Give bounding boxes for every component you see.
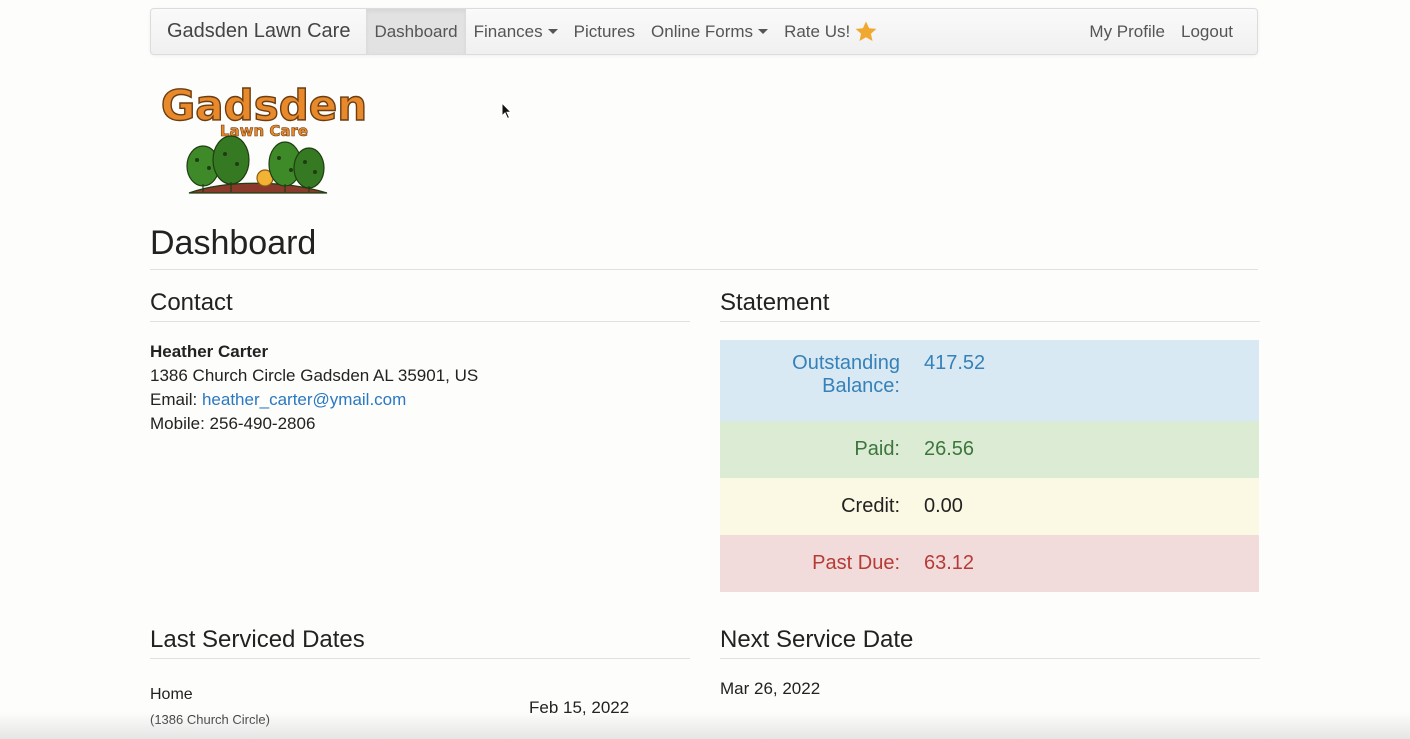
nav-logout-label: Logout [1181, 21, 1233, 41]
contact-email-label: Email: [150, 390, 198, 409]
nav-rate-us[interactable]: Rate Us! [776, 9, 886, 54]
nav-finances-label: Finances [473, 21, 543, 41]
mouse-cursor-icon [501, 101, 513, 125]
contact-card: Heather Carter 1386 Church Circle Gadsde… [150, 340, 478, 436]
next-service-heading: Next Service Date [720, 626, 1260, 659]
statement-row-credit: Credit: 0.00 [720, 478, 1259, 535]
serviced-location-detail: (1386 Church Circle) [150, 712, 270, 727]
contact-name: Heather Carter [150, 342, 269, 361]
nav-my-profile[interactable]: My Profile [1081, 9, 1173, 54]
outstanding-balance-value: 417.52 [924, 352, 986, 374]
past-due-label: Past Due: [812, 552, 900, 574]
nav-rate-us-label: Rate Us! [784, 21, 851, 41]
outstanding-label-line2: Balance: [822, 375, 900, 397]
contact-mobile-value: 256-490-2806 [209, 414, 316, 433]
contact-email-row: Email: heather_carter@ymail.com [150, 388, 478, 412]
paid-label: Paid: [854, 438, 900, 460]
contact-address: 1386 Church Circle Gadsden AL 35901, US [150, 366, 479, 385]
nav-dashboard[interactable]: Dashboard [366, 9, 466, 54]
navbar-brand[interactable]: Gadsden Lawn Care [167, 20, 351, 42]
outstanding-balance-label: Outstanding Balance: [720, 352, 924, 421]
outstanding-label-line1: Outstanding [792, 352, 900, 374]
next-service-date: Mar 26, 2022 [720, 679, 821, 698]
logo-title: Gadsden [161, 81, 367, 130]
serviced-date: Feb 15, 2022 [529, 698, 630, 717]
logo-subtitle: Lawn Care [220, 122, 308, 140]
navbar-right: My Profile Logout [1081, 9, 1257, 54]
statement-table: Outstanding Balance: 417.52 Paid: 26.56 … [720, 340, 1259, 592]
last-serviced-heading: Last Serviced Dates [150, 626, 690, 659]
contact-heading: Contact [150, 289, 690, 322]
paid-value: 26.56 [924, 438, 975, 460]
serviced-location-name: Home [150, 686, 193, 703]
caret-down-icon [547, 29, 558, 34]
credit-value: 0.00 [924, 495, 963, 517]
contact-mobile-row: Mobile: 256-490-2806 [150, 412, 478, 436]
caret-down-icon [758, 29, 769, 34]
nav-online-forms-dropdown[interactable]: Online Forms [643, 9, 776, 54]
credit-label: Credit: [841, 495, 900, 517]
nav-dashboard-label: Dashboard [374, 21, 458, 41]
past-due-value: 63.12 [924, 552, 975, 574]
statement-heading: Statement [720, 289, 1260, 322]
statement-row-outstanding: Outstanding Balance: 417.52 [720, 340, 1259, 421]
nav-pictures-label: Pictures [573, 21, 636, 41]
top-navbar: Gadsden Lawn Care Dashboard Finances Pic… [150, 8, 1258, 55]
statement-row-past-due: Past Due: 63.12 [720, 535, 1259, 592]
page-title: Dashboard [150, 224, 1258, 270]
nav-online-forms-label: Online Forms [651, 21, 754, 41]
contact-mobile-label: Mobile: [150, 414, 205, 433]
nav-logout[interactable]: Logout [1173, 9, 1241, 54]
star-icon [854, 20, 878, 44]
contact-email-link[interactable]: heather_carter@ymail.com [201, 390, 407, 409]
company-logo: Gadsden Lawn Care [155, 80, 373, 202]
nav-my-profile-label: My Profile [1089, 21, 1165, 41]
nav-pictures[interactable]: Pictures [566, 9, 643, 54]
statement-row-paid: Paid: 26.56 [720, 421, 1259, 478]
nav-finances-dropdown[interactable]: Finances [466, 9, 566, 54]
